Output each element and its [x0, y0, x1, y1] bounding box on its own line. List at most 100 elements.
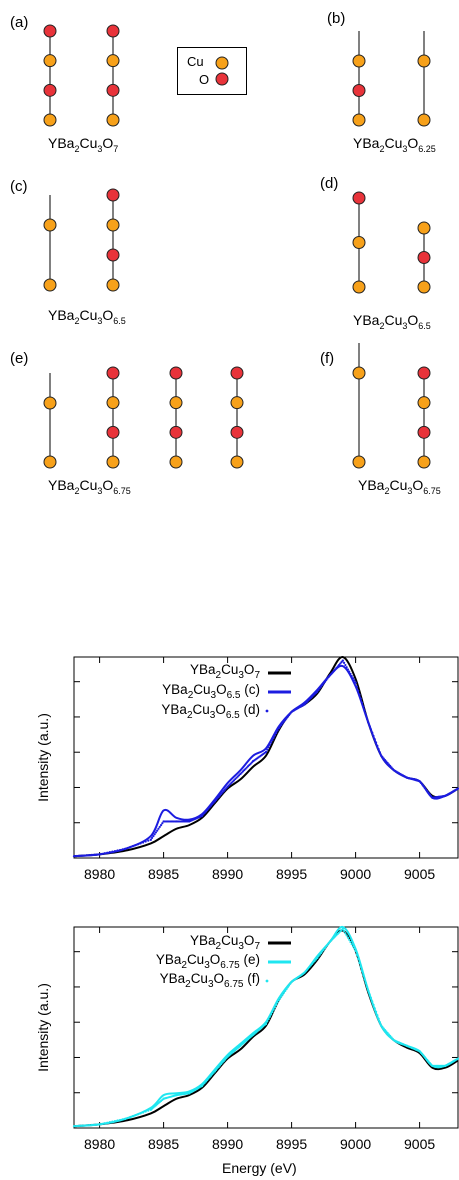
- series-point: [139, 842, 142, 845]
- o-atom: [230, 425, 244, 439]
- series-point: [345, 934, 348, 937]
- series-point: [382, 757, 385, 760]
- panel-label-f: (f): [320, 350, 335, 367]
- series-point: [284, 989, 287, 993]
- cu-atom: [352, 455, 366, 469]
- series-point: [277, 998, 280, 1002]
- series-point: [426, 1058, 429, 1062]
- series-point: [213, 1070, 216, 1073]
- series-point: [101, 1122, 104, 1125]
- x-tick-label: 8980: [84, 866, 115, 882]
- chart2-x-axis-label: Energy (eV): [222, 1160, 297, 1176]
- series-point: [287, 984, 291, 987]
- o-atom: [106, 83, 120, 97]
- series-point: [203, 1081, 206, 1085]
- legend-point-sample: [265, 709, 269, 713]
- series-point: [354, 949, 357, 952]
- cu-atom: [417, 113, 431, 127]
- series-point: [357, 689, 360, 692]
- y-axis-label: Intensity (a.u.): [35, 713, 51, 802]
- series-point: [336, 665, 339, 668]
- cu-atom: [43, 396, 57, 410]
- series-point: [209, 1074, 213, 1077]
- x-tick-label: 8995: [276, 1136, 307, 1152]
- series-point: [206, 1079, 209, 1082]
- series-point: [264, 750, 268, 754]
- series-point: [206, 809, 209, 812]
- series-point: [337, 663, 341, 667]
- cu-atom: [352, 236, 366, 249]
- series-point: [418, 1050, 421, 1053]
- series-point: [380, 1024, 383, 1027]
- series-point: [108, 851, 111, 854]
- series-point: [369, 996, 373, 999]
- series-point: [390, 1036, 393, 1039]
- series-point: [350, 943, 353, 946]
- legend-o-atom: [215, 72, 229, 86]
- series-point: [134, 1114, 137, 1117]
- series-point: [428, 793, 431, 796]
- series-point: [95, 1123, 99, 1126]
- series-point: [346, 936, 350, 939]
- series-point: [323, 947, 326, 950]
- series-point: [218, 1064, 222, 1067]
- series-point: [339, 662, 342, 665]
- series-point: [154, 831, 158, 834]
- o-atom: [43, 83, 57, 97]
- series-point: [85, 854, 88, 857]
- series-point: [213, 800, 216, 803]
- series-point: [113, 1119, 117, 1123]
- x-tick-label: 9000: [340, 1136, 371, 1152]
- series-point: [391, 767, 394, 770]
- series-point: [357, 957, 360, 960]
- series-point: [368, 724, 371, 728]
- series-point: [331, 671, 334, 674]
- cu-atom: [417, 396, 431, 410]
- series-point: [376, 744, 379, 747]
- series-point: [286, 986, 289, 989]
- series-point: [327, 675, 330, 679]
- series-point: [389, 764, 392, 768]
- series-point: [319, 952, 323, 955]
- series-point: [93, 853, 96, 856]
- o-atom: [417, 366, 431, 380]
- formula-b: YBa2Cu3O6.25: [353, 135, 436, 154]
- series-point: [424, 788, 428, 791]
- series-point: [106, 851, 109, 854]
- series-point: [222, 1060, 225, 1063]
- series-point: [204, 810, 207, 813]
- series-point: [427, 1060, 430, 1063]
- series-point: [358, 693, 361, 696]
- series-point: [323, 680, 326, 683]
- series-point: [282, 720, 286, 723]
- series-point: [317, 688, 320, 692]
- series-point: [149, 838, 152, 841]
- series-point: [348, 670, 351, 673]
- series-point: [281, 993, 284, 996]
- series-point: [386, 1031, 389, 1035]
- series-point: [156, 829, 159, 832]
- plot-frame: [73, 656, 459, 859]
- series-point: [387, 1033, 390, 1036]
- series-point: [422, 1054, 425, 1057]
- series-point: [426, 790, 429, 793]
- series-point: [144, 1110, 147, 1113]
- series-point: [75, 1124, 78, 1128]
- series-point: [340, 661, 343, 664]
- series-point: [275, 731, 278, 735]
- series-point: [220, 1062, 223, 1066]
- series-point: [321, 684, 324, 687]
- series-point: [326, 943, 329, 947]
- series-point: [200, 814, 204, 818]
- series-point: [142, 841, 145, 844]
- series-point: [328, 674, 332, 677]
- formula-f: YBa2Cu3O6.75: [358, 477, 441, 496]
- x-tick-label: 9005: [404, 866, 435, 882]
- series-point: [367, 721, 370, 724]
- series-point: [129, 1115, 132, 1119]
- o-atom: [43, 24, 57, 38]
- series-point: [124, 1117, 127, 1120]
- series-point: [101, 852, 104, 855]
- series-point: [391, 1037, 394, 1040]
